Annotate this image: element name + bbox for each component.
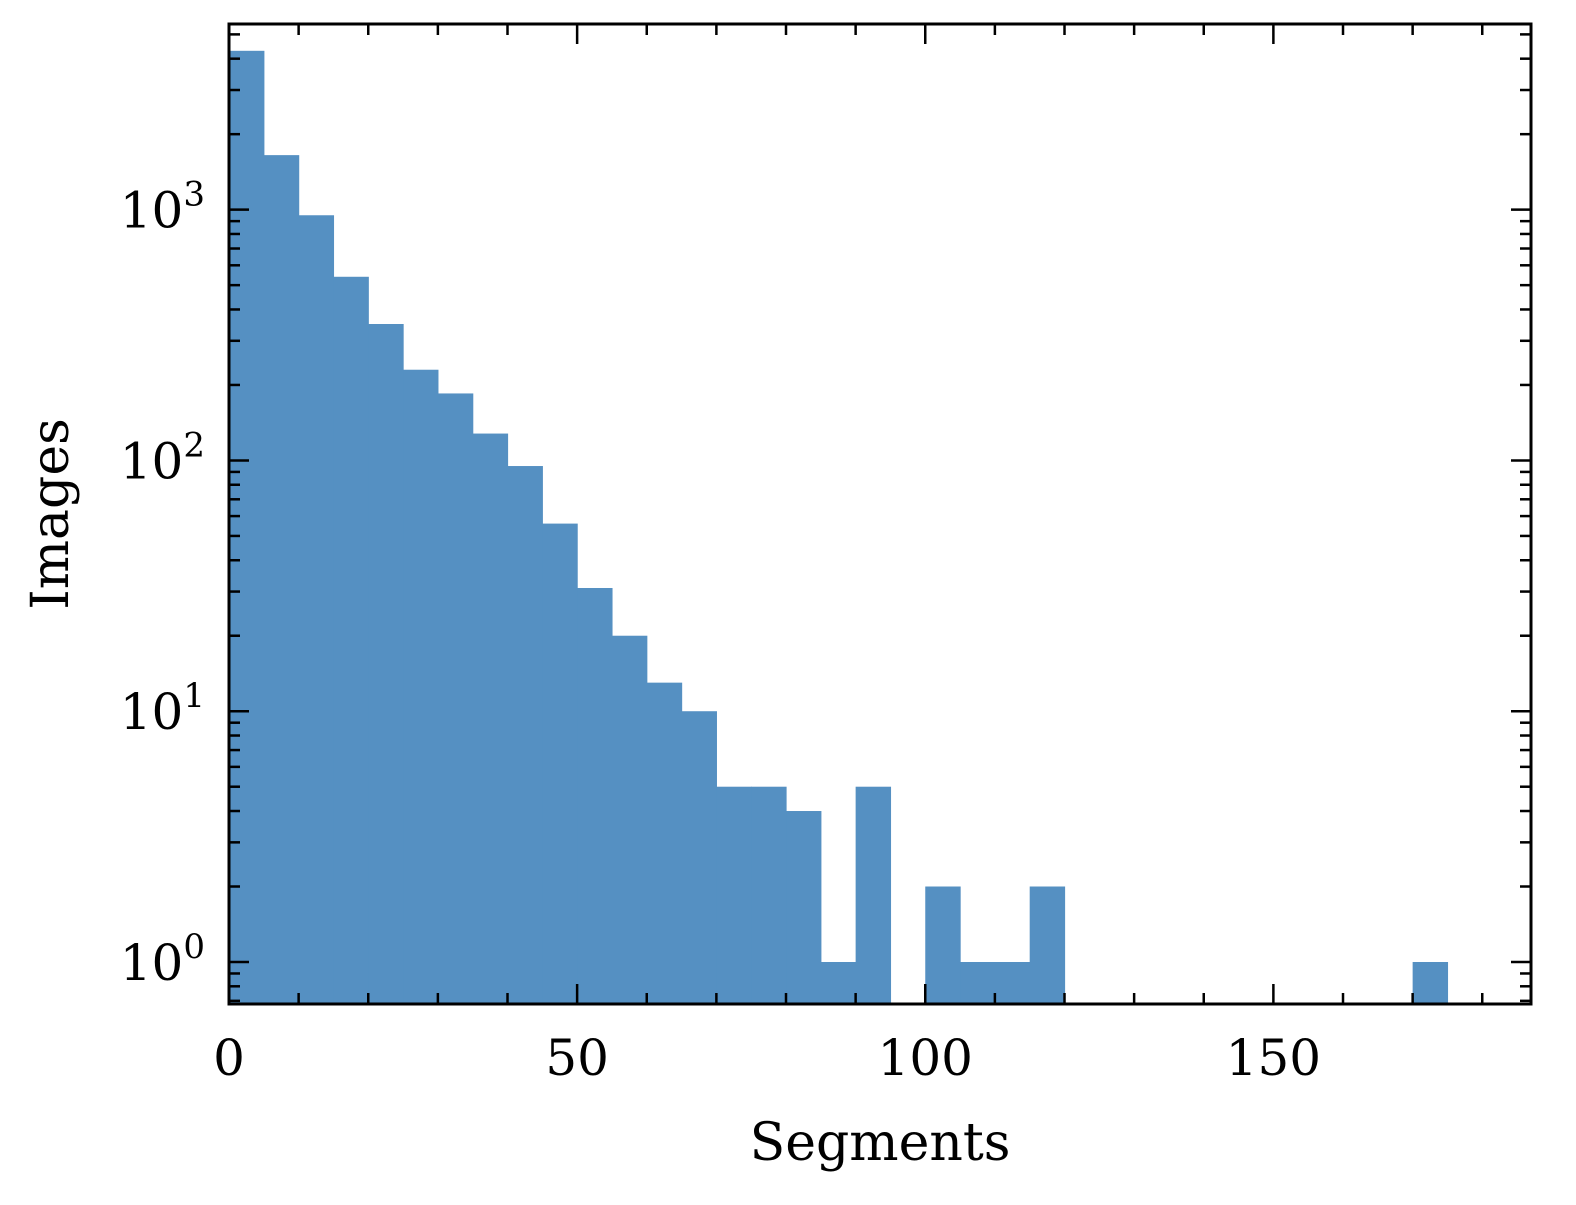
histogram-bar <box>368 324 404 1004</box>
histogram-bar <box>820 961 857 1004</box>
y-tick-label: 101 <box>120 676 205 741</box>
histogram-bar <box>1029 886 1066 1004</box>
histogram-bar <box>437 393 474 1004</box>
histogram-bar <box>925 886 961 1004</box>
histogram-bar <box>1412 961 1449 1004</box>
histogram-bar <box>611 635 648 1004</box>
histogram-bar <box>472 433 509 1004</box>
x-tick-label: 100 <box>878 1029 973 1087</box>
y-tick-label: 102 <box>120 425 205 490</box>
histogram-bar <box>333 276 369 1004</box>
histogram-bar <box>786 811 822 1004</box>
plot-frame <box>227 22 1533 1006</box>
ticks-group <box>227 24 1531 1004</box>
histogram-bar <box>646 682 683 1004</box>
histogram-bar <box>542 523 578 1004</box>
bars-group <box>229 50 1449 1004</box>
histogram-bar <box>751 786 787 1004</box>
histogram-bar <box>855 786 892 1004</box>
y-tick-labels: 100 101 102 103 <box>120 175 205 992</box>
x-tick-labels: 0 50 100 150 <box>213 1029 1321 1087</box>
x-axis-title: Segments <box>750 1113 1011 1173</box>
histogram-bar <box>403 369 439 1004</box>
histogram-bar <box>263 155 300 1004</box>
y-axis-title: Images <box>21 418 81 610</box>
histogram-bar <box>960 961 996 1004</box>
histogram-bar <box>229 50 265 1004</box>
histogram-bar <box>298 215 335 1004</box>
y-tick-label: 100 <box>120 927 205 992</box>
x-tick-label: 150 <box>1226 1029 1321 1087</box>
x-tick-label: 0 <box>213 1029 245 1087</box>
histogram-bar <box>681 711 717 1004</box>
histogram-bar <box>507 466 543 1004</box>
x-tick-label: 50 <box>545 1029 609 1087</box>
histogram-bar <box>577 587 613 1004</box>
histogram-bar <box>994 961 1031 1004</box>
y-tick-label: 103 <box>120 175 205 240</box>
histogram-bar <box>716 786 752 1004</box>
